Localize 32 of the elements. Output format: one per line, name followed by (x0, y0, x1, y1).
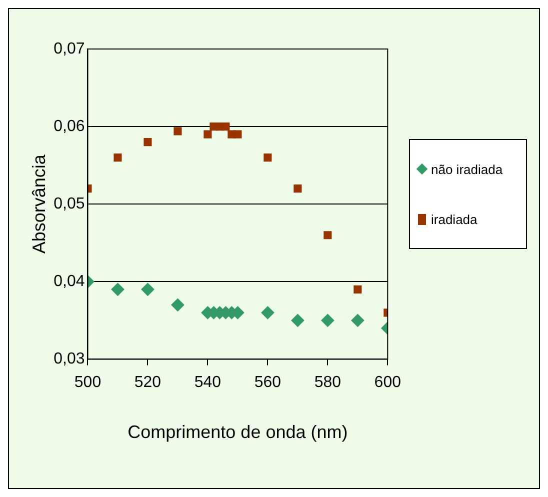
point (324, 231, 332, 240)
y-axis-title: Absorvância (28, 154, 49, 254)
point (111, 282, 124, 296)
point (234, 130, 242, 138)
point (114, 154, 122, 162)
y-tick-label: 0,04 (54, 273, 85, 290)
point (174, 127, 182, 136)
y-tick-label: 0,03 (54, 350, 85, 368)
point (294, 184, 302, 193)
y-tick-label: 0,07 (54, 40, 85, 58)
x-tick-label: 540 (194, 374, 222, 392)
x-tick-label: 600 (374, 374, 402, 392)
point (171, 298, 184, 312)
point (291, 314, 304, 327)
point (261, 306, 274, 320)
x-axis-title: Comprimento de onda (nm) (128, 422, 348, 442)
point (354, 285, 362, 294)
legend-label: não iradiada (431, 162, 503, 176)
x-tick-label: 580 (314, 374, 342, 392)
legend-label: iradiada (431, 212, 478, 226)
point (351, 314, 364, 327)
point (204, 130, 212, 138)
y-tick-label: 0,05 (54, 196, 85, 213)
y-tick-label: 0,06 (54, 118, 85, 135)
point (144, 138, 152, 146)
point (264, 154, 272, 162)
x-tick-label: 500 (74, 374, 102, 392)
point (222, 122, 230, 131)
x-tick-label: 520 (134, 374, 162, 392)
point (141, 282, 154, 296)
point (321, 314, 334, 327)
x-tick-label: 560 (254, 374, 282, 392)
